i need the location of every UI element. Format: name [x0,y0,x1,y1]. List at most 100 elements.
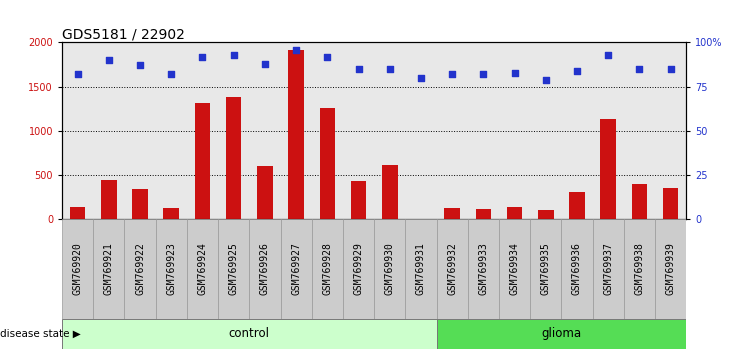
Text: GSM769931: GSM769931 [416,242,426,296]
Bar [164,208,179,219]
Bar [288,50,304,219]
Point [228,52,239,58]
Bar [499,219,530,319]
Text: GSM769928: GSM769928 [323,242,332,296]
Point [602,52,614,58]
Bar [593,42,624,219]
Text: GSM769929: GSM769929 [353,242,364,296]
Bar [124,42,155,219]
Text: GSM769938: GSM769938 [634,242,645,296]
Text: GSM769925: GSM769925 [228,242,239,296]
Bar [561,42,593,219]
Bar [624,219,655,319]
Point [384,66,396,72]
Bar [249,219,280,319]
Bar [62,219,93,319]
Point [665,66,677,72]
Point [196,54,208,59]
Point [259,61,271,67]
Bar [569,193,585,219]
Bar [195,103,210,219]
Point [321,54,333,59]
Bar [320,108,335,219]
Bar [280,42,312,219]
Bar [312,42,343,219]
Text: GSM769933: GSM769933 [478,242,488,296]
Text: GSM769932: GSM769932 [447,242,457,296]
Bar [655,219,686,319]
Bar [312,219,343,319]
Bar [663,188,678,219]
Text: GSM769927: GSM769927 [291,242,301,296]
Text: GSM769921: GSM769921 [104,242,114,296]
Text: GSM769922: GSM769922 [135,242,145,296]
Text: GSM769924: GSM769924 [198,242,207,296]
Point [446,72,458,77]
Bar [530,219,561,319]
Bar [405,42,437,219]
Text: disease state ▶: disease state ▶ [0,329,81,339]
Point [72,72,83,77]
Point [134,63,146,68]
Text: GSM769934: GSM769934 [510,242,520,296]
Text: GDS5181 / 22902: GDS5181 / 22902 [62,27,185,41]
Bar [499,42,530,219]
Bar [350,181,366,219]
Bar [600,120,616,219]
Bar [437,319,686,349]
Bar [155,219,187,319]
Point [634,66,645,72]
Bar [561,219,593,319]
Bar [155,42,187,219]
Bar [218,42,250,219]
Bar [475,209,491,219]
Bar [132,188,148,219]
Bar [631,184,648,219]
Bar [405,219,437,319]
Bar [62,319,437,349]
Point [166,72,177,77]
Bar [187,42,218,219]
Point [477,72,489,77]
Bar [187,219,218,319]
Bar [445,208,460,219]
Bar [624,42,655,219]
Point [571,68,583,74]
Bar [124,219,155,319]
Text: GSM769937: GSM769937 [603,242,613,296]
Text: GSM769930: GSM769930 [385,242,395,296]
Bar [280,219,312,319]
Bar [437,42,468,219]
Bar [382,165,398,219]
Bar [374,42,405,219]
Text: GSM769936: GSM769936 [572,242,582,296]
Bar [343,219,374,319]
Text: GSM769926: GSM769926 [260,242,270,296]
Bar [62,42,93,219]
Text: glioma: glioma [542,327,581,340]
Text: GSM769939: GSM769939 [666,242,675,296]
Bar [468,219,499,319]
Text: GSM769920: GSM769920 [73,242,82,296]
Bar [257,166,273,219]
Point [509,70,520,75]
Text: GSM769935: GSM769935 [541,242,550,296]
Bar [226,97,242,219]
Point [415,75,427,81]
Bar [437,219,468,319]
Bar [374,219,405,319]
Bar [93,219,124,319]
Text: GSM769923: GSM769923 [166,242,176,296]
Bar [101,180,117,219]
Bar [70,207,85,219]
Point [291,47,302,52]
Bar [538,210,553,219]
Bar [593,219,624,319]
Point [353,66,364,72]
Bar [468,42,499,219]
Bar [249,42,280,219]
Bar [507,207,523,219]
Point [540,77,552,82]
Bar [218,219,250,319]
Bar [343,42,374,219]
